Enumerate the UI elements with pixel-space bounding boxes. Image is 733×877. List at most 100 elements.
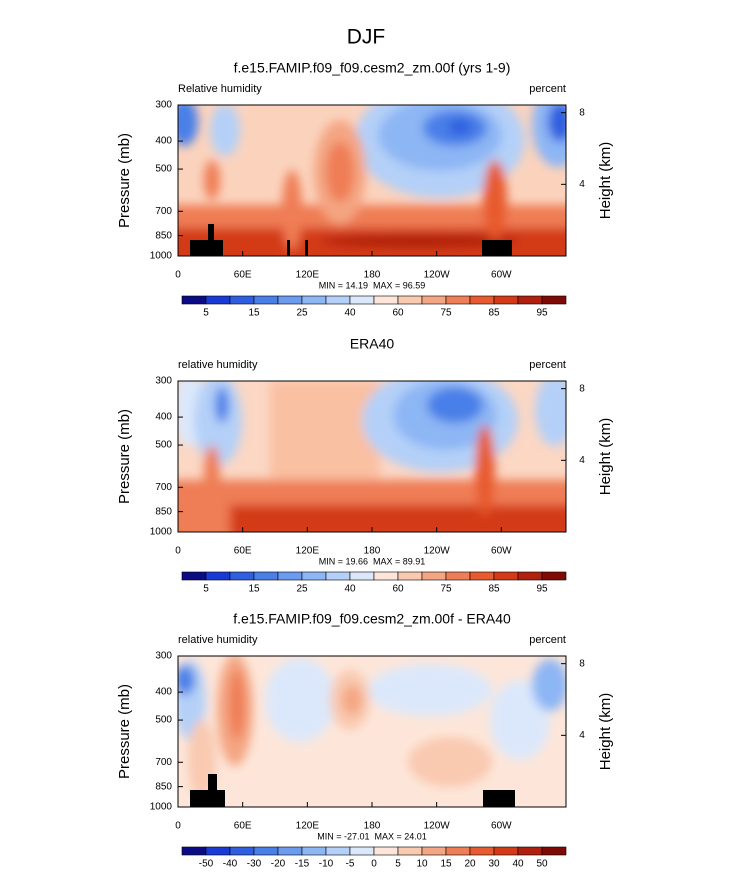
colorbar-label: -40	[223, 859, 238, 870]
x-tick-label: 120W	[424, 270, 451, 281]
y-tick-label: 700	[155, 206, 172, 217]
colorbar-box	[541, 295, 567, 305]
colorbar-box	[277, 295, 303, 305]
x-tick-label: 120E	[296, 270, 320, 281]
colorbar-box	[445, 571, 471, 581]
colorbar-box	[541, 571, 567, 581]
colorbar-box	[517, 571, 543, 581]
y2-tick-label: 8	[579, 107, 585, 118]
y-axis-label: Pressure (mb)	[116, 684, 133, 779]
colorbar-box	[469, 846, 495, 856]
colorbar-box	[493, 571, 519, 581]
y-tick-label: 700	[155, 757, 172, 768]
colorbar-label: 40	[344, 308, 356, 319]
colorbar-box	[421, 846, 447, 856]
colorbar-box	[229, 571, 255, 581]
y2-tick-label: 4	[579, 455, 585, 466]
y-tick-label: 300	[155, 651, 172, 662]
colorbar-box	[493, 846, 519, 856]
left-label: relative humidity	[178, 359, 258, 371]
right-label: percent	[529, 634, 566, 646]
y2-tick-label: 8	[579, 658, 585, 669]
y-tick-label: 1000	[150, 251, 173, 262]
x-tick-label: 120W	[424, 821, 451, 832]
colorbar-label: 0	[371, 859, 377, 870]
colorbar-box	[181, 295, 207, 305]
colorbar-label: 75	[440, 584, 452, 595]
y-tick-label: 400	[155, 412, 172, 423]
colorbar-box	[397, 846, 423, 856]
colorbar-label: -5	[346, 859, 355, 870]
y-tick-label: 1000	[150, 802, 173, 813]
contour-field	[178, 105, 566, 256]
colorbar-label: -10	[319, 859, 334, 870]
colorbar-label: 95	[536, 308, 548, 319]
colorbar-box	[205, 846, 231, 856]
colorbar-box	[301, 846, 327, 856]
colorbar-box	[229, 846, 255, 856]
figure-title: DJF	[347, 26, 386, 49]
y-tick-label: 500	[155, 715, 172, 726]
colorbar-label: 75	[440, 308, 452, 319]
colorbar-box	[181, 571, 207, 581]
x-tick-label: 60W	[491, 546, 512, 557]
min-max-stats: MIN = 14.19 MAX = 96.59	[319, 280, 426, 290]
x-tick-label: 180	[364, 270, 381, 281]
colorbar-box	[541, 846, 567, 856]
colorbar-box	[517, 295, 543, 305]
colorbar-box	[205, 571, 231, 581]
colorbar-box	[325, 295, 351, 305]
y2-tick-label: 4	[579, 730, 585, 741]
x-tick-label: 120E	[296, 546, 320, 557]
colorbar-box	[421, 295, 447, 305]
colorbar-label: 25	[296, 308, 308, 319]
colorbar-label: 10	[416, 859, 428, 870]
colorbar-label: 5	[203, 308, 209, 319]
x-tick-label: 180	[364, 546, 381, 557]
x-tick-label: 0	[175, 821, 181, 832]
colorbar-label: 60	[392, 308, 404, 319]
colorbar-box	[469, 295, 495, 305]
y-tick-label: 400	[155, 136, 172, 147]
contour-field	[178, 656, 566, 807]
colorbar-label: 20	[464, 859, 476, 870]
y-tick-label: 400	[155, 687, 172, 698]
y-tick-label: 850	[155, 506, 172, 517]
y-tick-label: 500	[155, 440, 172, 451]
panel-title: ERA40	[350, 336, 395, 352]
colorbar-box	[253, 571, 279, 581]
colorbar-box	[253, 846, 279, 856]
colorbar-label: 15	[248, 308, 260, 319]
colorbar-box	[493, 295, 519, 305]
y-axis-label: Pressure (mb)	[116, 409, 133, 504]
min-max-stats: MIN = -27.01 MAX = 24.01	[317, 831, 427, 841]
colorbar-box	[469, 571, 495, 581]
y2-tick-label: 4	[579, 179, 585, 190]
x-tick-label: 120W	[424, 546, 451, 557]
x-tick-label: 60W	[491, 270, 512, 281]
panel-title: f.e15.FAMIP.f09_f09.cesm2_zm.00f (yrs 1-…	[234, 60, 511, 76]
x-tick-label: 60E	[234, 546, 252, 557]
colorbar-box	[325, 571, 351, 581]
y-tick-label: 850	[155, 230, 172, 241]
y-axis-label: Pressure (mb)	[116, 133, 133, 228]
colorbar-box	[253, 295, 279, 305]
y-tick-label: 700	[155, 482, 172, 493]
colorbar-box	[181, 846, 207, 856]
colorbar-box	[397, 571, 423, 581]
colorbar-label: 25	[296, 584, 308, 595]
x-tick-label: 180	[364, 821, 381, 832]
colorbar-label: -30	[247, 859, 262, 870]
x-tick-label: 60E	[234, 821, 252, 832]
right-label: percent	[529, 359, 566, 371]
colorbar-box	[349, 295, 375, 305]
colorbar-box	[229, 295, 255, 305]
colorbar-box	[301, 295, 327, 305]
colorbar-box	[373, 846, 399, 856]
y-tick-label: 500	[155, 164, 172, 175]
colorbar-label: -50	[199, 859, 214, 870]
colorbar-label: 40	[344, 584, 356, 595]
colorbar-box	[445, 846, 471, 856]
colorbar-box	[421, 571, 447, 581]
